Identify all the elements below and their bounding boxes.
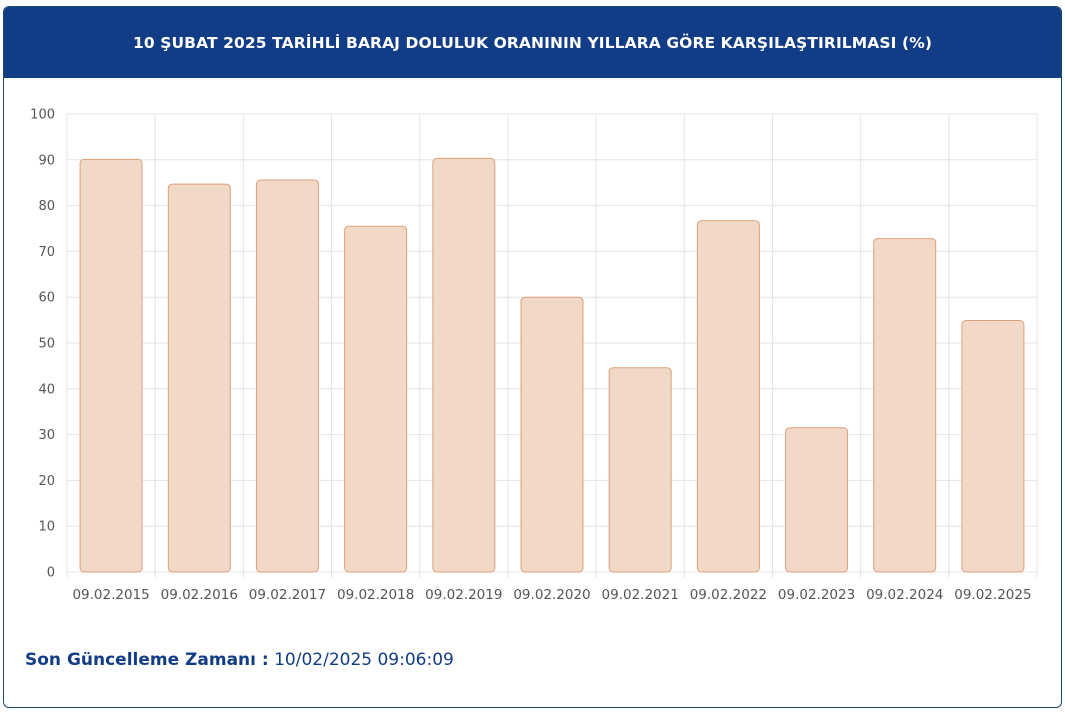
x-tick-label: 09.02.2020 [513, 587, 590, 603]
bar [167, 183, 231, 573]
bar [79, 158, 143, 573]
y-tick-label: 40 [38, 382, 55, 397]
y-tick-label: 60 [38, 291, 55, 306]
last-updated-value: 10/02/2025 09:06:09 [274, 650, 454, 670]
bar [785, 427, 849, 573]
x-tick-label: 09.02.2017 [249, 587, 326, 603]
x-tick-label: 09.02.2016 [161, 587, 238, 603]
chart-header: 10 ŞUBAT 2025 TARİHLİ BARAJ DOLULUK ORAN… [4, 7, 1061, 78]
bar [696, 220, 760, 573]
bar [255, 179, 319, 573]
last-updated-label: Son Güncelleme Zamanı : [25, 650, 269, 670]
x-tick-label: 09.02.2021 [602, 587, 679, 603]
bar [608, 367, 672, 573]
y-tick-label: 100 [30, 108, 55, 123]
x-tick-label: 09.02.2025 [954, 587, 1031, 603]
y-tick-label: 0 [47, 566, 55, 581]
y-tick-label: 30 [38, 428, 55, 443]
x-tick-label: 09.02.2015 [72, 587, 149, 603]
x-tick-label: 09.02.2024 [866, 587, 943, 603]
bar [432, 157, 496, 573]
y-tick-label: 20 [38, 474, 55, 489]
bar [961, 320, 1025, 573]
y-tick-label: 70 [38, 245, 55, 260]
y-tick-label: 90 [38, 153, 55, 168]
bar [873, 238, 937, 573]
y-tick-label: 80 [38, 199, 55, 214]
last-updated: Son Güncelleme Zamanı : 10/02/2025 09:06… [25, 650, 454, 670]
y-tick-label: 50 [38, 337, 55, 352]
x-tick-label: 09.02.2023 [778, 587, 855, 603]
bar [344, 225, 408, 573]
bar [520, 296, 584, 573]
x-tick-label: 09.02.2022 [690, 587, 767, 603]
y-tick-label: 10 [38, 520, 55, 535]
x-tick-label: 09.02.2019 [425, 587, 502, 603]
x-tick-label: 09.02.2018 [337, 587, 414, 603]
chart-title: 10 ŞUBAT 2025 TARİHLİ BARAJ DOLULUK ORAN… [132, 33, 933, 52]
